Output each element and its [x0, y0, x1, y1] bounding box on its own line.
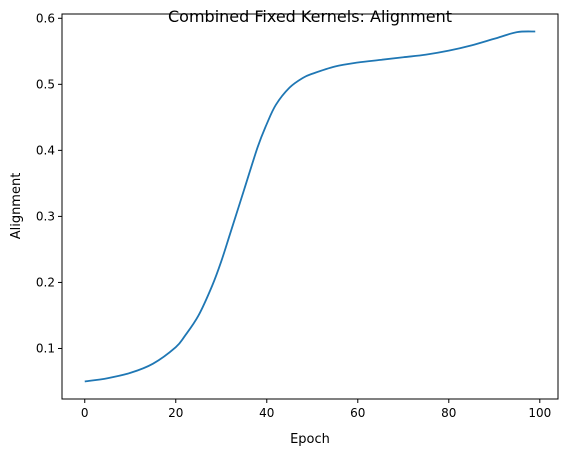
x-tick-label: 60 — [350, 406, 365, 420]
y-axis-label: Alignment — [9, 173, 24, 240]
y-tick-label: 0.4 — [36, 143, 55, 157]
x-tick-label: 0 — [81, 406, 89, 420]
y-axis: 0.1 0.2 0.3 0.4 0.5 0.6 — [36, 11, 62, 355]
y-tick-label: 0.3 — [36, 209, 55, 223]
y-tick-label: 0.5 — [36, 77, 55, 91]
chart-title: Combined Fixed Kernels: Alignment — [168, 7, 452, 26]
plot-frame — [61, 13, 559, 400]
x-axis-label: Epoch — [290, 432, 330, 447]
x-tick-label: 20 — [168, 406, 183, 420]
y-tick-label: 0.1 — [36, 341, 55, 355]
plot-area — [62, 14, 558, 399]
series-layer — [84, 30, 536, 383]
x-axis: 0 20 40 60 80 100 — [81, 399, 551, 420]
x-tick-label: 40 — [259, 406, 274, 420]
x-tick-label: 100 — [528, 406, 551, 420]
y-tick-label: 0.2 — [36, 275, 55, 289]
y-tick-label: 0.6 — [36, 11, 55, 25]
series-line — [84, 30, 536, 383]
x-tick-label: 80 — [441, 406, 456, 420]
